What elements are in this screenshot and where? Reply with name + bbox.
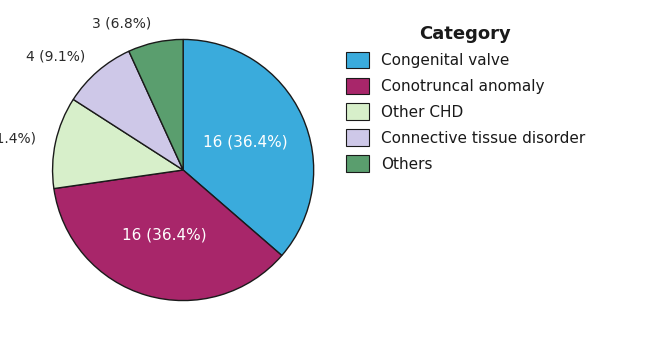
- Text: 5 (11.4%): 5 (11.4%): [0, 131, 37, 145]
- Text: 4 (9.1%): 4 (9.1%): [26, 50, 85, 64]
- Wedge shape: [183, 39, 314, 255]
- Text: 16 (36.4%): 16 (36.4%): [122, 228, 206, 243]
- Wedge shape: [129, 39, 183, 170]
- Legend: Congenital valve, Conotruncal anomaly, Other CHD, Connective tissue disorder, Ot: Congenital valve, Conotruncal anomaly, O…: [346, 24, 585, 172]
- Text: 16 (36.4%): 16 (36.4%): [203, 134, 287, 149]
- Text: 3 (6.8%): 3 (6.8%): [92, 16, 151, 30]
- Wedge shape: [52, 99, 183, 189]
- Wedge shape: [73, 51, 183, 170]
- Wedge shape: [54, 170, 282, 301]
